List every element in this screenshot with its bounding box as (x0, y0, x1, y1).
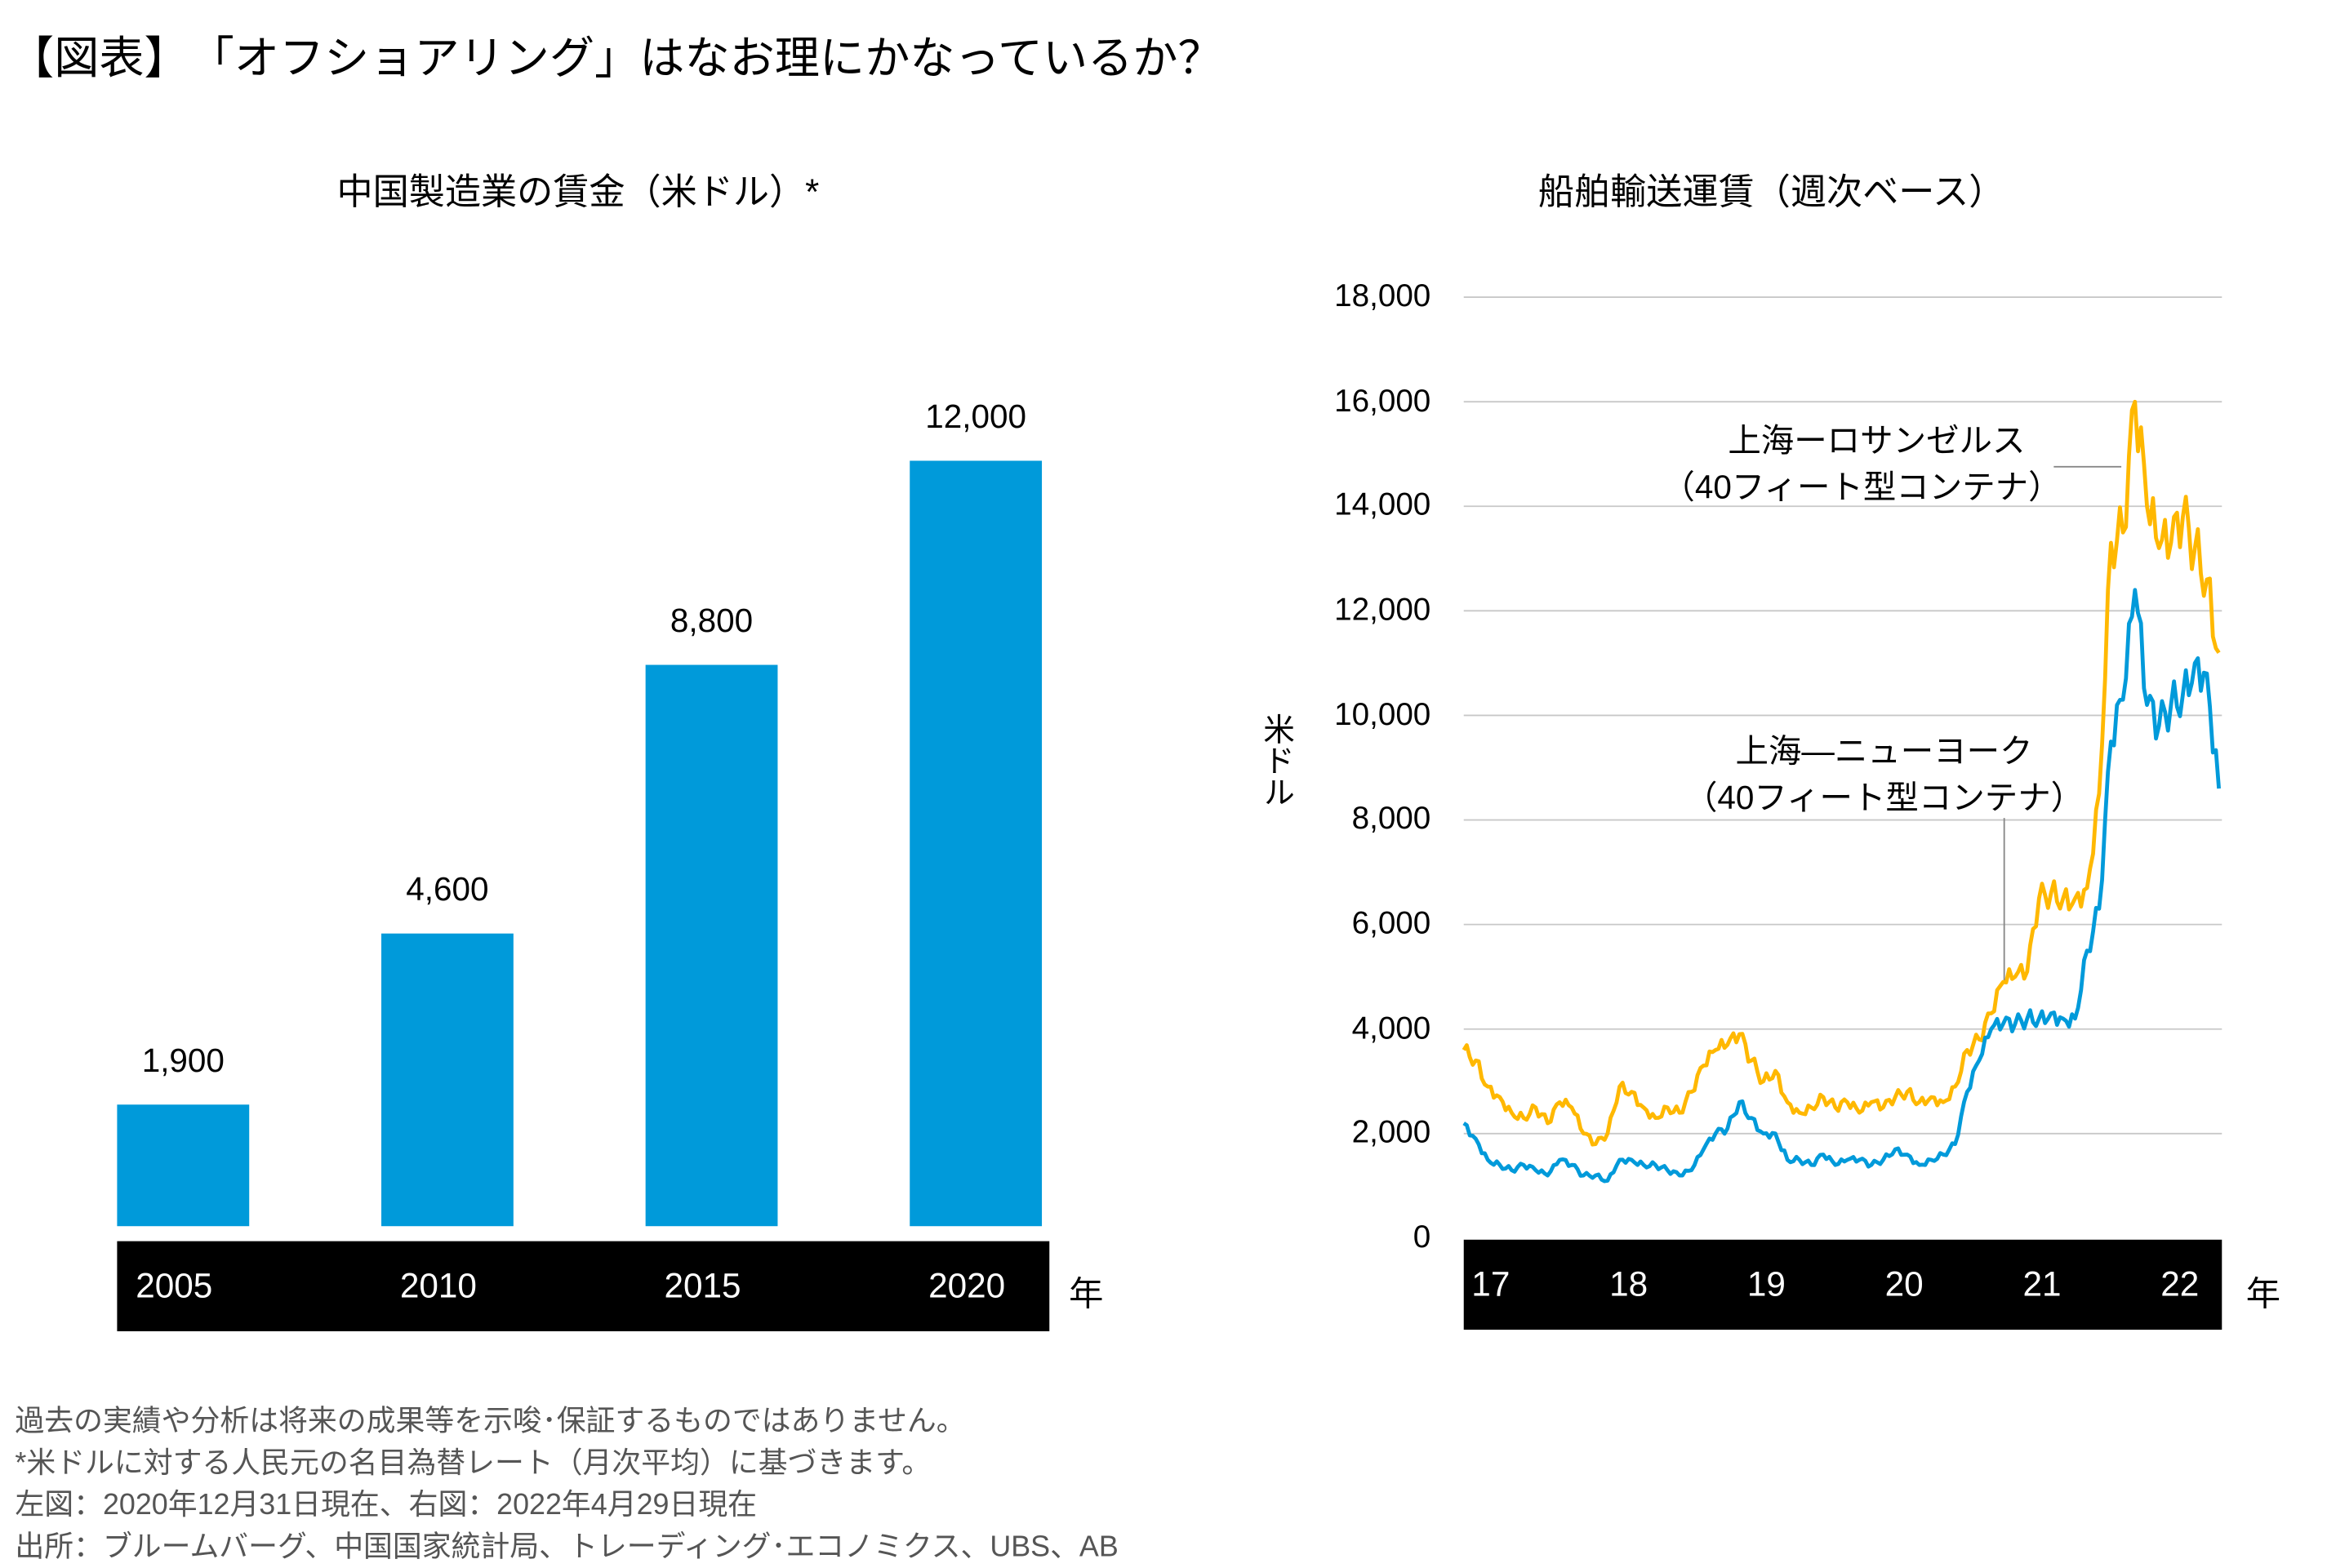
bar-2005 (117, 1104, 250, 1227)
bar-chart-title: 中国製造業の賃金（米ドル）* (336, 172, 820, 214)
annotation-ny-container: （40フィート型コンテナ） (1684, 779, 2085, 817)
footnote: 左図：2020年12月31日現在、右図：2022年4月29日現在 (15, 1488, 758, 1522)
series-line-shanghai-los-angeles (1462, 399, 2221, 1147)
line-x-tick-label: 20 (1884, 1264, 1924, 1304)
y-tick-label: 18,000 (1334, 278, 1431, 314)
y-tick-label: 12,000 (1334, 593, 1431, 628)
line-chart-title: 船舶輸送運賃（週次ベース） (1537, 172, 2005, 214)
bar-x-tick-label: 2005 (136, 1265, 213, 1305)
y-tick-label: 6,000 (1351, 906, 1431, 941)
y-tick-label: 14,000 (1334, 488, 1431, 523)
series-line-shanghai-new-york (1462, 588, 2221, 1184)
bar-2015 (645, 664, 778, 1227)
line-x-axis-band (1463, 1239, 2222, 1330)
bar-2020 (910, 460, 1043, 1227)
footnote: 出所：ブルームバーグ、中国国家統計局、トレーディング･エコノミクス、UBS、AB (15, 1530, 1119, 1564)
line-y-axis-label: 米ドル (1259, 713, 1294, 808)
line-x-tick-label: 21 (2022, 1264, 2062, 1304)
bar-x-tick-label: 2015 (664, 1265, 741, 1305)
bar-value-label: 12,000 (925, 398, 1027, 436)
bar-x-tick-label: 2010 (399, 1265, 477, 1305)
bar-value-label: 4,600 (406, 869, 489, 908)
bar-x-unit: 年 (1069, 1274, 1104, 1313)
footnote: *米ドルに対する人民元の名目為替レート（月次平均）に基づきます。 (15, 1446, 932, 1480)
y-tick-label: 8,000 (1351, 802, 1431, 837)
y-tick-label: 16,000 (1334, 384, 1431, 419)
footnote: 過去の実績や分析は将来の成果等を示唆･保証するものではありません。 (15, 1405, 966, 1438)
y-tick-label: 2,000 (1351, 1115, 1431, 1151)
page-title: 【図表】 「オフショアリング」はなお理にかなっているか？ (9, 34, 1223, 84)
bar-value-label: 1,900 (141, 1042, 225, 1080)
bar-x-tick-label: 2020 (928, 1265, 1006, 1305)
y-tick-label: 10,000 (1334, 697, 1431, 732)
footnotes: 過去の実績や分析は将来の成果等を示唆･保証するものではありません。 *米ドルに対… (15, 1401, 1118, 1568)
line-x-tick-label: 18 (1609, 1264, 1648, 1304)
bar-value-label: 8,800 (670, 602, 754, 640)
line-x-tick-label: 22 (2160, 1264, 2200, 1304)
line-x-tick-label: 19 (1746, 1264, 1786, 1304)
line-x-tick-label: 17 (1471, 1264, 1511, 1304)
annotation-la-container: （40フィート型コンテナ） (1662, 468, 2062, 506)
y-tick-label: 4,000 (1351, 1011, 1431, 1046)
annotation-ny-route: 上海—ニューヨーク (1735, 732, 2033, 771)
annotation-la-route: 上海ーロサンゼルス (1728, 421, 2026, 460)
bar-2010 (381, 932, 514, 1227)
bar-x-axis-band (117, 1241, 1050, 1331)
y-tick-label: 0 (1413, 1219, 1431, 1255)
line-x-unit: 年 (2245, 1274, 2280, 1313)
